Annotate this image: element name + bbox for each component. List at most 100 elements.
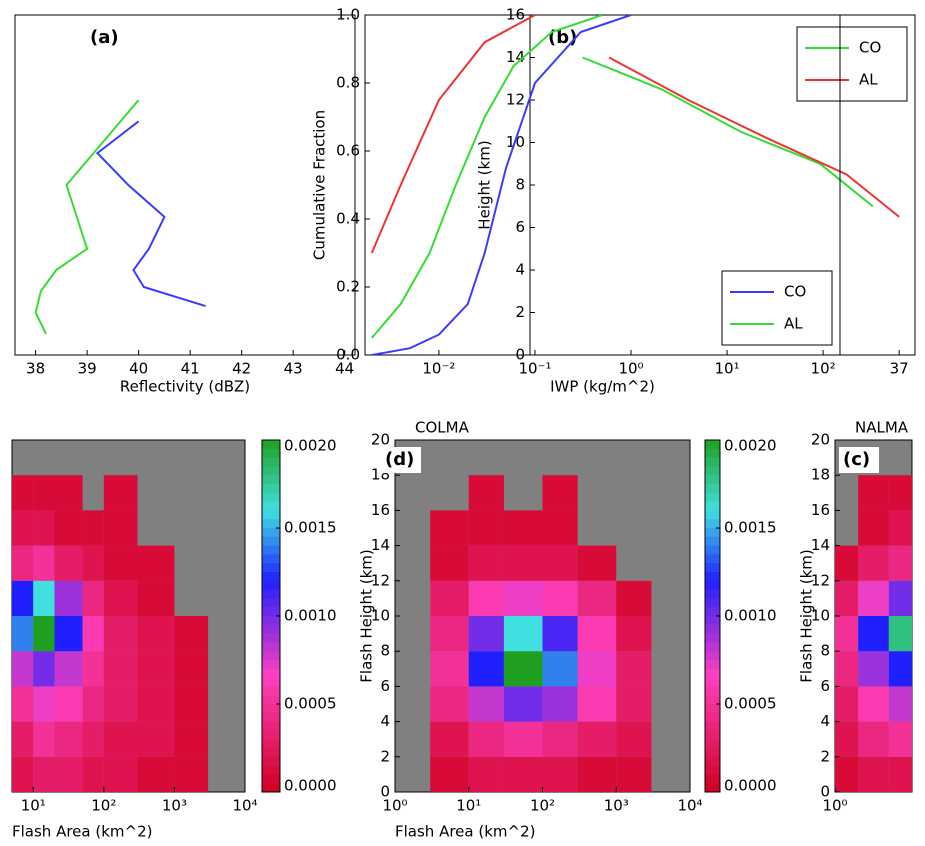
colorbar-step xyxy=(262,492,280,503)
heat-cell xyxy=(888,721,912,757)
colorbar-step xyxy=(705,748,720,758)
heat-cell xyxy=(616,651,652,687)
y-tick-label: 10 xyxy=(371,607,390,625)
y-tick-label: 4 xyxy=(515,261,525,279)
heat-cell xyxy=(858,756,889,792)
series-line xyxy=(34,99,140,335)
colorbar-step xyxy=(262,536,280,547)
x-tick-label: 39 xyxy=(78,360,97,378)
x-tick-label: 44 xyxy=(335,360,354,378)
x-axis-label: Reflectivity (dBZ) xyxy=(120,378,250,396)
colorbar-step xyxy=(262,563,280,573)
heat-cell xyxy=(503,686,543,722)
heat-cell xyxy=(174,686,209,722)
heat-cell xyxy=(503,651,543,687)
heat-cell xyxy=(858,651,889,687)
colorbar-step xyxy=(262,651,280,661)
heat-cell xyxy=(103,721,138,757)
colorbar-tick-label: 0.0015 xyxy=(284,519,337,537)
y-axis-label: Flash Height (km) xyxy=(358,549,376,682)
y-tick-label: 0.2 xyxy=(336,278,360,296)
heat-cell xyxy=(33,545,55,581)
x-tick-label: 10¹ xyxy=(714,360,739,378)
panel-label-bg xyxy=(381,447,421,473)
colorbar-step xyxy=(705,607,720,617)
heat-cell xyxy=(542,545,578,581)
x-tick-label: 10⁻¹ xyxy=(518,360,551,378)
y-tick-label: 0.8 xyxy=(336,74,360,92)
heat-cell xyxy=(33,580,55,616)
colorbar-step xyxy=(705,633,720,643)
x-axis-label: Flash Area (km^2) xyxy=(12,823,152,841)
colorbar-step xyxy=(262,598,280,608)
colorbar-tick-label: 0.0015 xyxy=(724,519,777,537)
colorbar-step xyxy=(705,510,720,520)
heat-cell xyxy=(33,616,55,652)
heat-cell xyxy=(858,686,889,722)
y-tick-label: 10 xyxy=(811,607,830,625)
heat-cell xyxy=(430,721,469,757)
colorbar-step xyxy=(705,519,720,529)
y-tick-label: 0 xyxy=(380,783,390,801)
panel: CO AL 10⁻² 10⁻¹ 10⁰ 10¹ 10² 0.0 0.2 0.4 0.6 0.8 1.0 I… xyxy=(311,6,841,396)
heat-cell xyxy=(542,686,578,722)
heat-cell xyxy=(888,616,912,652)
colorbar-step xyxy=(705,528,720,538)
colorbar-step xyxy=(705,554,720,564)
panel: 0.0000 0.0005 0.0010 0.0015 0.0020 10¹ 10² 10³ 1… xyxy=(11,437,337,841)
colorbar-step xyxy=(262,528,280,538)
colorbar-step xyxy=(705,704,720,714)
colorbar-step xyxy=(705,492,720,503)
heat-cell xyxy=(82,721,104,757)
colorbar-step xyxy=(705,501,720,511)
colorbar-step xyxy=(705,589,720,599)
y-tick-label: 20 xyxy=(811,431,830,449)
colorbar-tick-label: 0.0000 xyxy=(724,777,777,795)
heat-cell xyxy=(542,721,578,757)
heat-cell xyxy=(542,651,578,687)
y-tick-label: 0.0 xyxy=(336,346,360,364)
colorbar-step xyxy=(262,466,280,476)
colorbar-step xyxy=(262,572,280,582)
heat-cell xyxy=(888,651,912,687)
heat-cell xyxy=(835,616,859,652)
panel-label-bg xyxy=(86,25,126,51)
colorbar-step xyxy=(705,660,720,670)
colorbar-step xyxy=(705,475,720,485)
heat-cell xyxy=(616,686,652,722)
colorbar-step xyxy=(705,739,720,749)
colorbar-step xyxy=(262,475,280,485)
plot-area xyxy=(364,14,841,356)
heat-cell xyxy=(137,651,175,687)
y-tick-label: 4 xyxy=(820,712,830,730)
colorbar-step xyxy=(705,730,720,740)
heat-cell xyxy=(103,651,138,687)
heat-cell xyxy=(430,616,469,652)
heat-cell xyxy=(137,545,175,581)
heat-cell xyxy=(103,545,138,581)
heat-cell xyxy=(577,686,617,722)
y-tick-label: 6 xyxy=(820,677,830,695)
x-tick-label: 10⁰ xyxy=(618,360,643,378)
y-tick-label: 2 xyxy=(515,303,525,321)
colorbar-step xyxy=(705,440,720,450)
colorbar-step xyxy=(705,536,720,547)
heat-cell xyxy=(577,721,617,757)
heat-cell xyxy=(835,651,859,687)
y-tick-label: 8 xyxy=(820,642,830,660)
x-tick-label: 43 xyxy=(284,360,303,378)
heat-cell xyxy=(430,756,469,792)
colorbar-step xyxy=(262,668,280,679)
plot-area xyxy=(14,14,356,356)
legend-label: AL xyxy=(859,71,878,89)
heat-cell xyxy=(33,651,55,687)
heat-cell xyxy=(54,721,83,757)
y-tick-label: 0 xyxy=(820,783,830,801)
heat-cell xyxy=(12,580,34,616)
y-tick-label: 1.0 xyxy=(336,6,360,24)
heat-cell xyxy=(888,545,912,581)
colorbar-step xyxy=(705,572,720,582)
heat-cell xyxy=(54,580,83,616)
